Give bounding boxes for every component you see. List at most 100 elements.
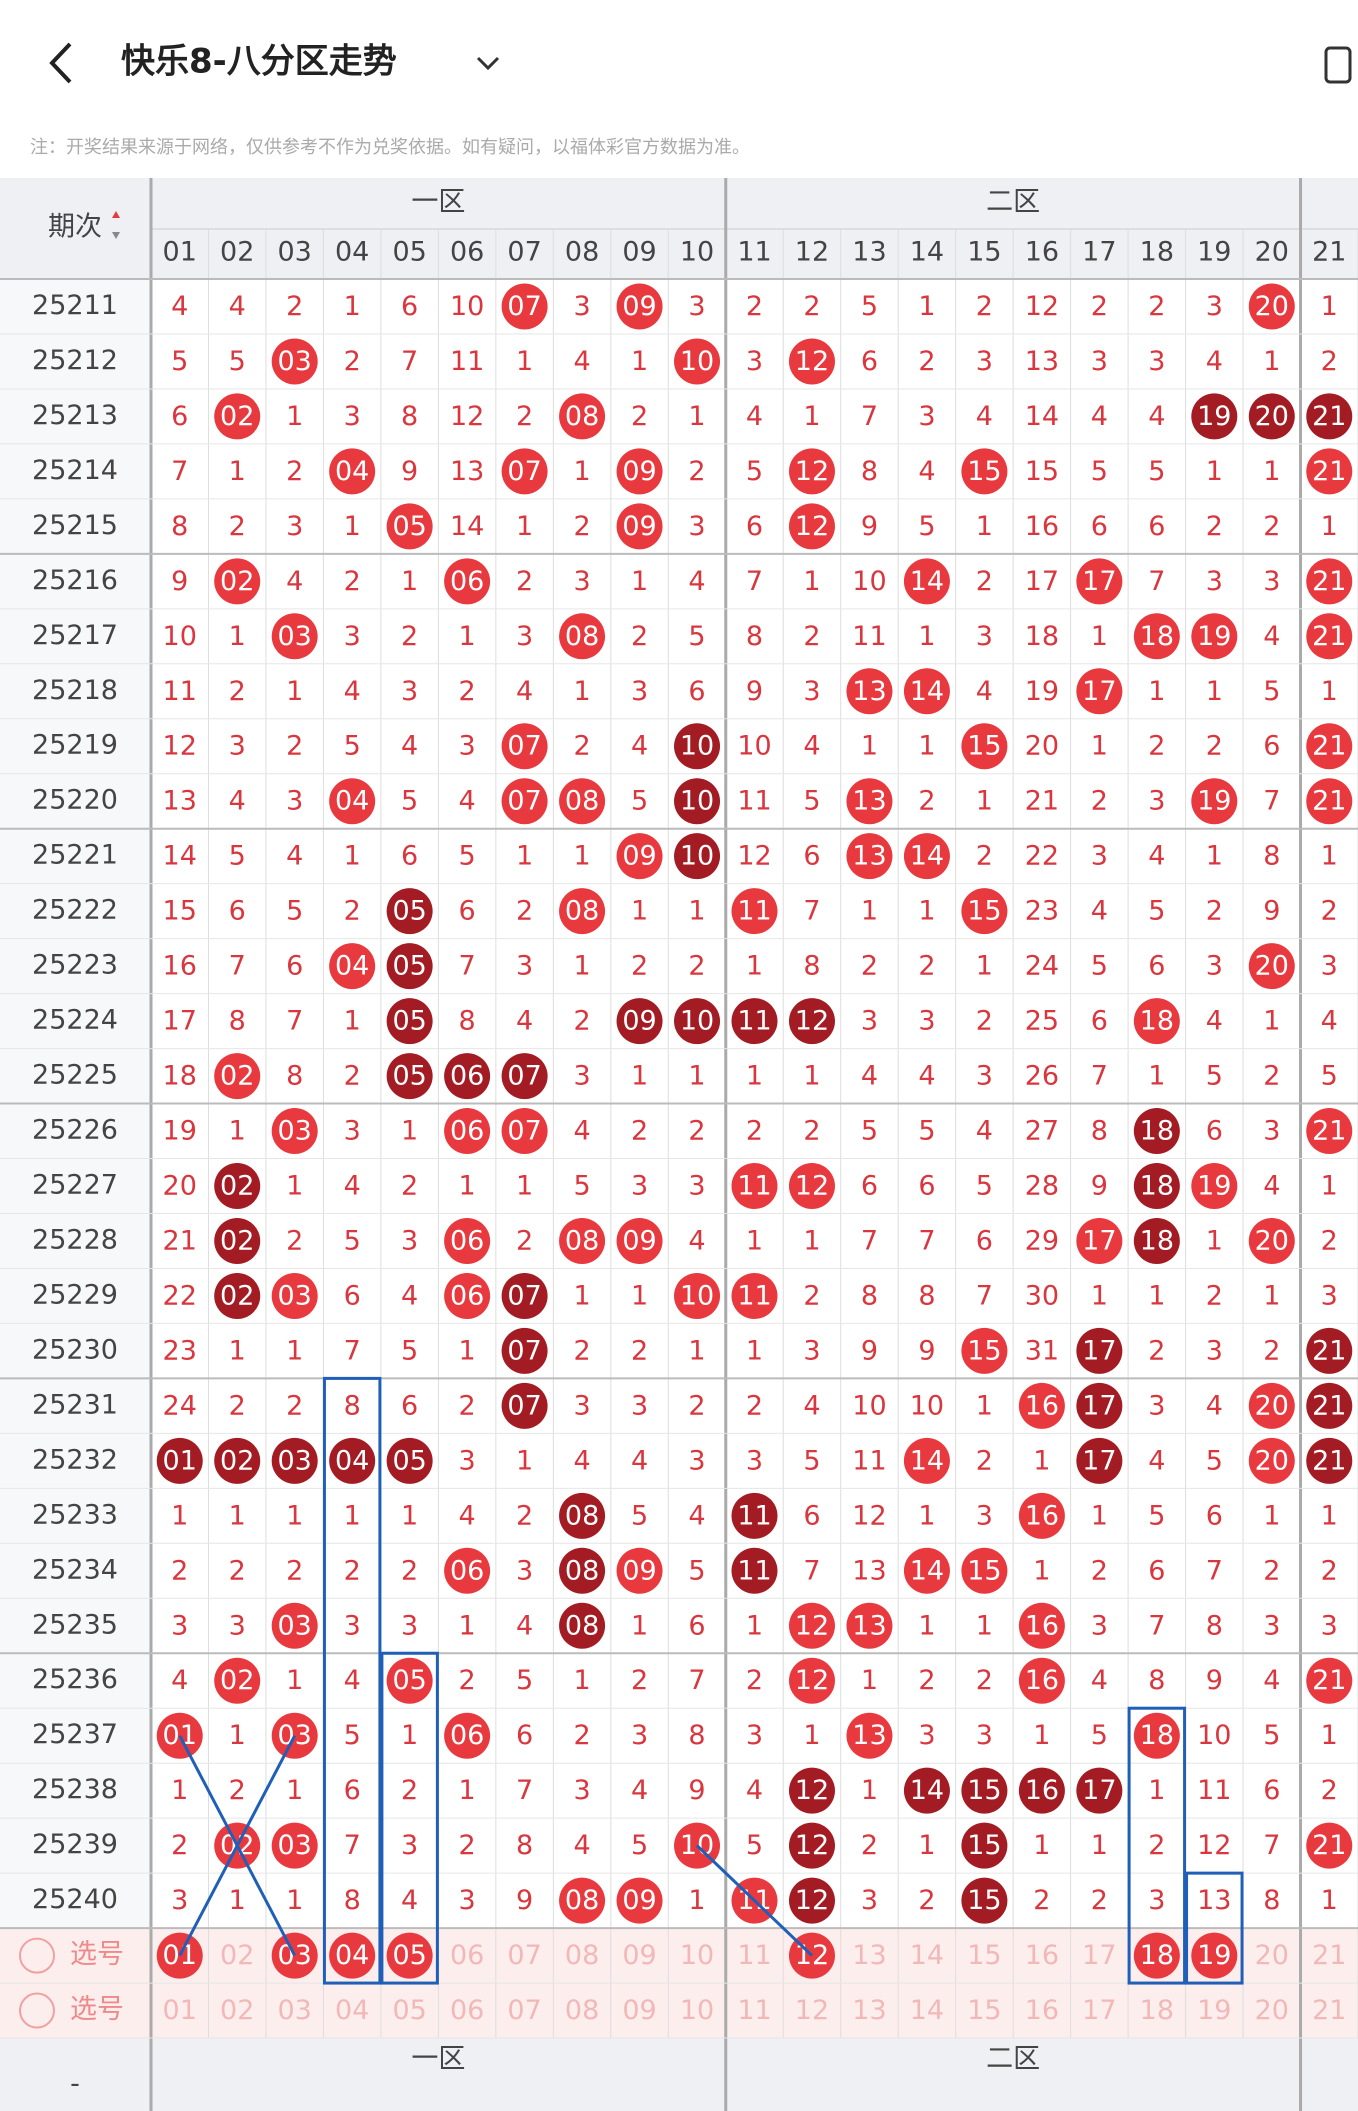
hit-number: 11 [737, 1280, 771, 1311]
select-number[interactable]: 15 [967, 1995, 1001, 2026]
hit-ball [386, 1657, 433, 1704]
select-number[interactable]: 14 [910, 1995, 944, 2026]
hit-ball [501, 1382, 548, 1429]
page-title[interactable]: 快乐8-八分区走势 [121, 42, 397, 82]
miss-count: 1 [631, 566, 648, 597]
dropdown-chevron[interactable] [476, 56, 500, 71]
select-number[interactable]: 17 [1082, 1940, 1116, 1971]
miss-count: 9 [688, 1775, 705, 1806]
hit-number: 07 [507, 786, 541, 817]
miss-count: 1 [459, 621, 476, 652]
miss-count: 2 [918, 786, 935, 817]
select-number[interactable]: 14 [910, 1940, 944, 1971]
selected-number[interactable]: 04 [335, 1940, 369, 1971]
hit-ball [846, 1712, 893, 1759]
miss-count: 8 [516, 1830, 533, 1861]
miss-count: 7 [746, 566, 763, 597]
select-number[interactable]: 18 [1140, 1995, 1174, 2026]
miss-count: 1 [803, 566, 820, 597]
select-radio[interactable] [19, 1937, 55, 1974]
select-number[interactable]: 03 [278, 1995, 312, 2026]
miss-count: 1 [516, 1445, 533, 1476]
select-number[interactable]: 10 [680, 1940, 714, 1971]
miss-count: 1 [746, 1061, 763, 1092]
column-header: 05 [392, 237, 426, 268]
select-number[interactable]: 15 [967, 1940, 1001, 1971]
hit-ball [731, 1163, 778, 1210]
column-header: 06 [450, 237, 484, 268]
select-number[interactable]: 05 [392, 1995, 426, 2026]
miss-count: 1 [229, 621, 246, 652]
select-number[interactable]: 16 [1025, 1995, 1059, 2026]
miss-count: 7 [1148, 566, 1165, 597]
miss-count: 12 [737, 841, 771, 872]
select-number[interactable]: 08 [565, 1995, 599, 2026]
select-number[interactable]: 13 [852, 1940, 886, 1971]
select-number[interactable]: 07 [507, 1940, 541, 1971]
selected-number[interactable]: 18 [1140, 1940, 1174, 1971]
select-number[interactable]: 20 [1255, 1940, 1289, 1971]
select-number[interactable]: 13 [852, 1995, 886, 2026]
device-icon[interactable] [1324, 46, 1352, 84]
select-number[interactable]: 08 [565, 1940, 599, 1971]
select-number[interactable]: 21 [1312, 1995, 1346, 2026]
hit-number: 16 [1025, 1500, 1059, 1531]
select-number[interactable]: 20 [1255, 1995, 1289, 2026]
miss-count: 12 [450, 401, 484, 432]
select-number[interactable]: 02 [220, 1940, 254, 1971]
select-number[interactable]: 04 [335, 1995, 369, 2026]
miss-count: 8 [746, 621, 763, 652]
miss-count: 12 [163, 731, 197, 762]
miss-count: 3 [746, 1445, 763, 1476]
select-number[interactable]: 17 [1082, 1995, 1116, 2026]
miss-count: 1 [688, 896, 705, 927]
hit-ball [559, 1877, 606, 1924]
select-number[interactable]: 16 [1025, 1940, 1059, 1971]
select-number[interactable]: 06 [450, 1940, 484, 1971]
miss-count: 6 [344, 1280, 361, 1311]
select-radio[interactable] [19, 1992, 55, 2029]
select-number[interactable]: 01 [163, 1995, 197, 2026]
select-number[interactable]: 11 [737, 1995, 771, 2026]
selected-number[interactable]: 05 [392, 1940, 426, 1971]
miss-count: 3 [1148, 346, 1165, 377]
select-number[interactable]: 21 [1312, 1940, 1346, 1971]
period: 25228 [32, 1224, 118, 1255]
miss-count: 3 [1148, 1390, 1165, 1421]
miss-count: 2 [1091, 1885, 1108, 1916]
hit-number: 21 [1312, 731, 1346, 762]
hit-number: 13 [852, 1610, 886, 1641]
miss-count: 16 [163, 951, 197, 982]
miss-count: 3 [573, 1775, 590, 1806]
select-number[interactable]: 12 [795, 1995, 829, 2026]
miss-count: 10 [737, 731, 771, 762]
miss-count: 5 [1091, 1720, 1108, 1751]
miss-count: 1 [1321, 511, 1338, 542]
miss-count: 9 [1206, 1665, 1223, 1696]
select-number[interactable]: 19 [1197, 1995, 1231, 2026]
column-header: 20 [1255, 237, 1289, 268]
hit-number: 12 [795, 1830, 829, 1861]
hit-number: 05 [392, 1665, 426, 1696]
miss-count: 8 [344, 1885, 361, 1916]
hit-ball [788, 998, 835, 1045]
hit-ball [674, 723, 721, 770]
select-number[interactable]: 09 [622, 1995, 656, 2026]
miss-count: 2 [1148, 1830, 1165, 1861]
hit-ball [961, 1877, 1008, 1924]
select-number[interactable]: 10 [680, 1995, 714, 2026]
miss-count: 6 [918, 1171, 935, 1202]
miss-count: 5 [1263, 676, 1280, 707]
select-number[interactable]: 11 [737, 1940, 771, 1971]
hit-number: 15 [967, 1830, 1001, 1861]
select-number[interactable]: 02 [220, 1995, 254, 2026]
hit-number: 09 [622, 291, 656, 322]
select-number[interactable]: 09 [622, 1940, 656, 1971]
select-number[interactable]: 06 [450, 1995, 484, 2026]
selected-number[interactable]: 19 [1197, 1940, 1231, 1971]
miss-count: 6 [1148, 951, 1165, 982]
back-button[interactable] [49, 42, 72, 84]
miss-count: 5 [344, 1720, 361, 1751]
miss-count: 3 [286, 786, 303, 817]
select-number[interactable]: 07 [507, 1995, 541, 2026]
